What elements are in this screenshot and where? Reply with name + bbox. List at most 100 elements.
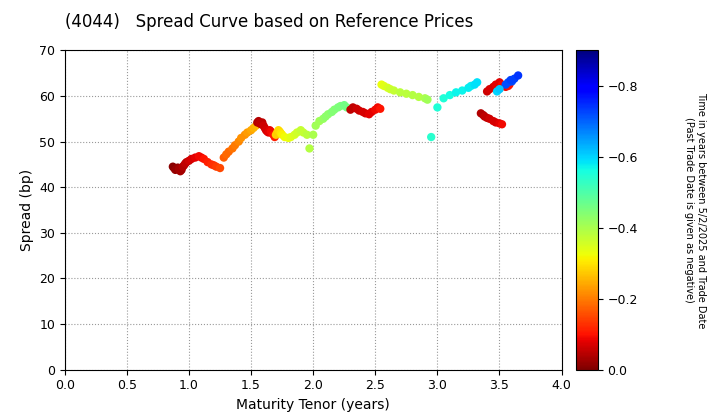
Point: [289, 131, 300, 138]
Point: [504, 81, 516, 88]
Point: [372, 104, 384, 111]
Point: [359, 110, 371, 117]
Point: [422, 96, 433, 103]
Point: [304, 145, 315, 152]
Point: [384, 86, 396, 92]
Point: [266, 130, 278, 137]
Point: [208, 162, 220, 169]
Point: [275, 130, 287, 137]
Point: [332, 104, 344, 111]
Point: [279, 134, 290, 140]
Point: [494, 79, 505, 86]
Point: [196, 154, 207, 161]
Point: [345, 106, 356, 113]
Point: [407, 92, 418, 98]
Point: [338, 102, 350, 108]
Point: [400, 90, 412, 97]
Point: [307, 131, 319, 138]
Point: [347, 104, 359, 111]
Point: [176, 166, 187, 173]
Point: [251, 119, 263, 126]
Point: [479, 113, 490, 120]
Point: [179, 160, 191, 167]
Point: [256, 121, 267, 128]
Point: [326, 109, 338, 116]
Point: [235, 134, 247, 141]
Point: [174, 168, 186, 175]
Point: [481, 115, 492, 121]
Point: [506, 78, 518, 85]
Point: [172, 164, 184, 171]
Point: [239, 131, 251, 138]
Point: [168, 165, 180, 171]
Point: [198, 155, 210, 162]
Point: [357, 109, 369, 116]
Point: [285, 134, 297, 140]
Point: [179, 162, 190, 169]
Point: [475, 110, 487, 117]
Point: [496, 81, 508, 88]
Text: (4044)   Spread Curve based on Reference Prices: (4044) Spread Curve based on Reference P…: [65, 13, 473, 31]
Point: [354, 107, 365, 114]
Point: [484, 86, 495, 92]
Point: [484, 116, 495, 122]
Point: [177, 163, 189, 170]
Point: [341, 104, 353, 111]
Point: [246, 127, 257, 134]
Point: [174, 165, 185, 172]
Point: [193, 153, 204, 160]
Point: [426, 134, 437, 140]
Point: [419, 95, 431, 102]
Point: [297, 129, 309, 136]
Point: [388, 87, 400, 94]
Point: [503, 79, 514, 86]
Point: [227, 145, 238, 152]
Point: [210, 163, 222, 170]
Point: [328, 106, 340, 113]
Point: [248, 125, 259, 131]
Point: [438, 95, 449, 102]
Y-axis label: Spread (bp): Spread (bp): [19, 169, 34, 251]
Point: [292, 129, 303, 136]
Point: [186, 155, 197, 162]
Point: [413, 94, 425, 100]
Point: [223, 148, 235, 155]
Point: [351, 105, 362, 112]
Point: [472, 79, 483, 86]
Point: [253, 118, 264, 124]
Point: [242, 129, 253, 136]
Point: [494, 120, 505, 127]
Point: [264, 127, 276, 134]
Point: [500, 84, 511, 90]
Point: [183, 158, 194, 164]
Point: [481, 88, 492, 95]
Point: [395, 89, 406, 96]
Point: [494, 86, 505, 92]
Point: [382, 84, 393, 91]
Point: [469, 81, 480, 88]
Point: [376, 81, 387, 88]
Point: [167, 163, 179, 170]
Point: [206, 161, 217, 168]
Point: [318, 116, 329, 122]
Point: [251, 122, 262, 129]
Point: [505, 77, 516, 84]
Point: [295, 127, 307, 134]
Point: [202, 159, 213, 165]
Point: [189, 154, 201, 161]
Point: [229, 142, 240, 149]
Point: [496, 121, 508, 128]
Point: [220, 151, 232, 158]
Point: [268, 131, 279, 138]
Point: [378, 83, 390, 89]
Point: [301, 131, 312, 138]
Point: [364, 111, 375, 118]
Point: [256, 119, 268, 126]
Point: [444, 92, 456, 98]
Point: [513, 72, 524, 79]
Point: [369, 106, 381, 113]
Point: [508, 75, 520, 82]
Point: [456, 87, 468, 94]
Point: [366, 109, 377, 116]
Point: [431, 104, 443, 111]
